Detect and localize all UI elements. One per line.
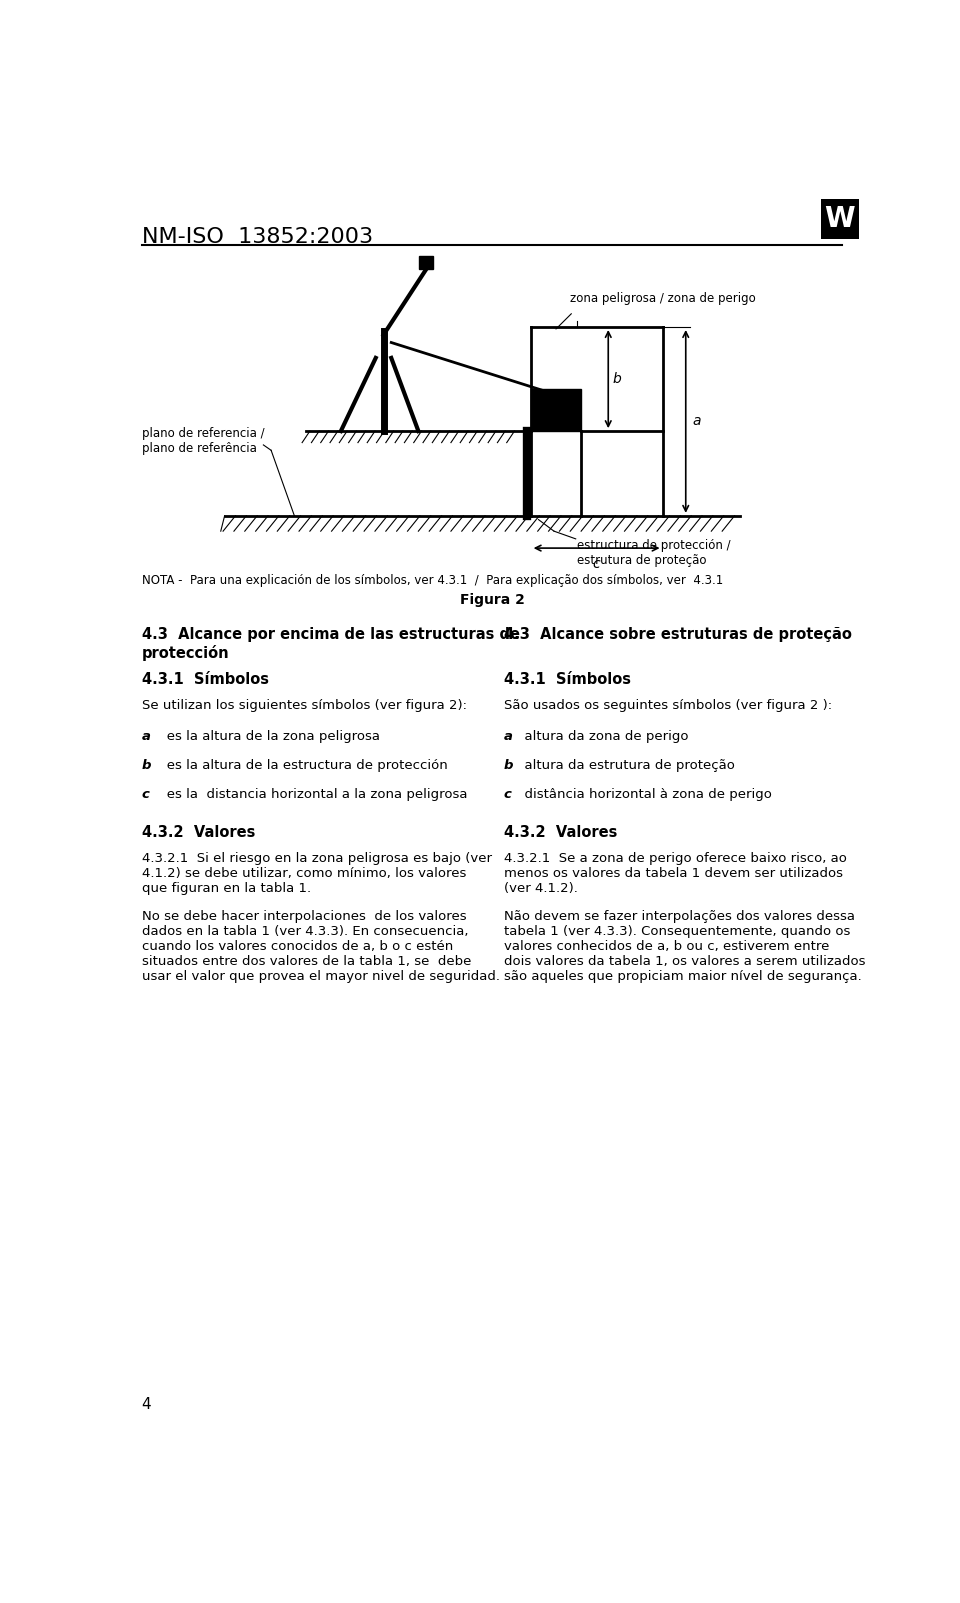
Text: a: a xyxy=(142,729,151,742)
Text: distância horizontal à zona de perigo: distância horizontal à zona de perigo xyxy=(516,789,772,802)
Bar xyxy=(531,388,581,431)
Text: W: W xyxy=(825,205,855,232)
Text: es la  distancia horizontal a la zona peligrosa: es la distancia horizontal a la zona pel… xyxy=(155,789,468,802)
Text: zona peligrosa / zona de perigo: zona peligrosa / zona de perigo xyxy=(569,292,756,306)
Text: 4.3.2.1  Si el riesgo en la zona peligrosa es bajo (ver
4.1.2) se debe utilizar,: 4.3.2.1 Si el riesgo en la zona peligros… xyxy=(142,853,492,894)
Text: altura da estrutura de proteção: altura da estrutura de proteção xyxy=(516,760,735,773)
Text: altura da zona de perigo: altura da zona de perigo xyxy=(516,729,688,742)
Text: 4.3  Alcance sobre estruturas de proteção: 4.3 Alcance sobre estruturas de proteção xyxy=(504,627,852,643)
Text: 4.3  Alcance por encima de las estructuras de
protección: 4.3 Alcance por encima de las estructura… xyxy=(142,627,519,660)
Text: b: b xyxy=(504,760,514,773)
Text: No se debe hacer interpolaciones  de los valores
dados en la tabla 1 (ver 4.3.3): No se debe hacer interpolaciones de los … xyxy=(142,911,500,983)
Text: b: b xyxy=(612,372,622,386)
Text: 4: 4 xyxy=(142,1398,152,1412)
Text: c: c xyxy=(593,558,600,571)
Text: Não devem se fazer interpolações dos valores dessa
tabela 1 (ver 4.3.3). Consequ: Não devem se fazer interpolações dos val… xyxy=(504,911,865,983)
Text: es la altura de la zona peligrosa: es la altura de la zona peligrosa xyxy=(155,729,380,742)
Bar xyxy=(420,255,433,269)
Text: 4.3.2  Valores: 4.3.2 Valores xyxy=(142,826,255,840)
Text: a: a xyxy=(692,415,701,428)
Text: 4.3.2.1  Se a zona de perigo oferece baixo risco, ao
menos os valores da tabela : 4.3.2.1 Se a zona de perigo oferece baix… xyxy=(504,853,847,894)
Text: NM-ISO  13852:2003: NM-ISO 13852:2003 xyxy=(142,228,372,247)
Bar xyxy=(822,199,858,239)
Text: São usados os seguintes símbolos (ver figura 2 ):: São usados os seguintes símbolos (ver fi… xyxy=(504,699,831,712)
Text: estructura de protección /
estrutura de proteção: estructura de protección / estrutura de … xyxy=(577,539,731,567)
Text: plano de referencia /
plano de referência: plano de referencia / plano de referênci… xyxy=(142,428,264,455)
Text: 4.3.1  Símbolos: 4.3.1 Símbolos xyxy=(504,672,631,688)
Text: 4.3.1  Símbolos: 4.3.1 Símbolos xyxy=(142,672,269,688)
Text: b: b xyxy=(142,760,151,773)
Text: c: c xyxy=(504,789,512,802)
Text: 4.3.2  Valores: 4.3.2 Valores xyxy=(504,826,617,840)
Text: NOTA -  Para una explicación de los símbolos, ver 4.3.1  /  Para explicação dos : NOTA - Para una explicación de los símbo… xyxy=(142,574,723,587)
Text: a: a xyxy=(504,729,513,742)
Text: Figura 2: Figura 2 xyxy=(460,593,524,608)
Text: es la altura de la estructura de protección: es la altura de la estructura de protecc… xyxy=(155,760,448,773)
Text: c: c xyxy=(142,789,150,802)
Text: Se utilizan los siguientes símbolos (ver figura 2):: Se utilizan los siguientes símbolos (ver… xyxy=(142,699,467,712)
